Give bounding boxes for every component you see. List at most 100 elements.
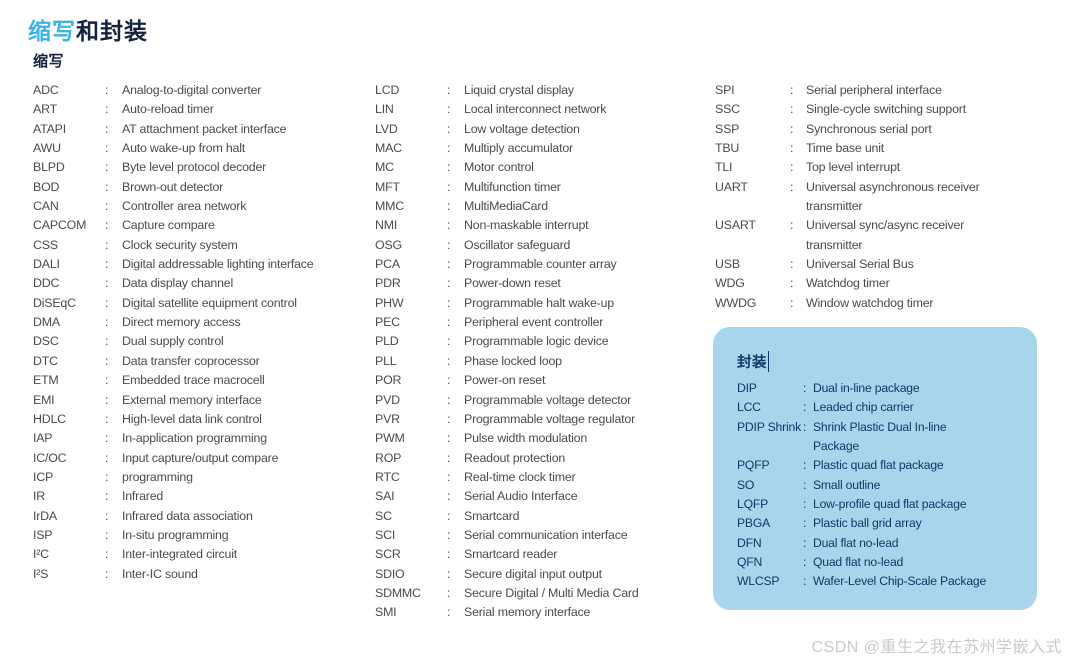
separator-colon: : [790, 179, 794, 194]
packages-panel: 封装 DIP: Dual in-line package LCC: Leaded ch… [713, 327, 1037, 610]
separator-colon: : [447, 257, 451, 272]
separator-colon: : [803, 497, 807, 512]
separator-colon: : [447, 411, 451, 426]
abbreviation-row: BOD: Brown-out detector [33, 178, 363, 197]
package-row: PDIP Shrink: Shrink Plastic Dual In-line … [737, 418, 1021, 457]
abbr-definition: Window watchdog timer [806, 295, 934, 310]
abbr-definition: Serial peripheral interface [806, 83, 942, 97]
separator-colon: : [105, 83, 109, 97]
abbr-term: LQFP [737, 497, 769, 512]
abbreviation-row: USB: Universal Serial Bus [715, 255, 1020, 274]
abbr-term: WLCSP [737, 574, 780, 589]
abbreviation-row: TLI: Top level interrupt [715, 158, 1020, 177]
packages-heading: 封装 [737, 351, 769, 372]
abbr-definition: Clock security system [122, 237, 238, 252]
abbr-term: MMC [375, 199, 404, 214]
abbreviation-row: EMI: External memory interface [33, 391, 363, 410]
abbr-term: IC/OC [33, 450, 67, 465]
abbr-definition: Real-time clock timer [464, 469, 576, 484]
abbreviation-row: OSG: Oscillator safeguard [375, 236, 693, 255]
separator-colon: : [447, 353, 451, 368]
abbr-term: I²S [33, 566, 49, 581]
abbr-term: PDIP Shrink [737, 419, 801, 434]
abbr-term: CAN [33, 199, 59, 214]
separator-colon: : [105, 295, 109, 310]
abbr-definition: Smartcard [464, 508, 520, 523]
abbr-term: MAC [375, 141, 402, 156]
separator-colon: : [447, 605, 451, 620]
abbreviation-row: DDC: Data display channel [33, 274, 363, 293]
abbreviation-row: MAC: Multiply accumulator [375, 139, 693, 158]
abbr-definition: Inter-integrated circuit [122, 547, 238, 562]
abbr-term: ART [33, 102, 57, 117]
separator-colon: : [105, 450, 109, 465]
abbr-definition: Digital satellite equipment control [122, 295, 297, 310]
abbr-term: LCC [737, 400, 761, 415]
abbreviation-row: SCR: Smartcard reader [375, 545, 693, 564]
abbr-definition: In-situ programming [122, 527, 229, 542]
abbreviation-row: POR: Power-on reset [375, 371, 693, 390]
abbr-definition: Low voltage detection [464, 121, 580, 136]
abbr-term: SDIO [375, 566, 405, 581]
abbr-term: TBU [715, 141, 740, 156]
abbreviation-row: MMC: MultiMediaCard [375, 197, 693, 216]
abbr-term: CSS [33, 237, 58, 252]
abbr-definition: Non-maskable interrupt [464, 218, 589, 233]
abbr-term: PVR [375, 411, 400, 426]
abbr-definition: Motor control [464, 160, 534, 175]
abbr-definition: Infrared data association [122, 508, 253, 523]
abbr-definition: Shrink Plastic Dual In-line Package [813, 419, 947, 454]
abbr-definition: Embedded trace macrocell [122, 373, 265, 388]
abbr-term: PCA [375, 257, 400, 272]
abbreviation-row: IC/OC: Input capture/output compare [33, 449, 363, 468]
separator-colon: : [105, 334, 109, 349]
abbr-definition: Phase locked loop [464, 353, 562, 368]
abbr-definition: Small outline [813, 477, 881, 492]
abbr-term: ICP [33, 469, 54, 484]
abbr-term: PEC [375, 315, 400, 330]
separator-colon: : [803, 477, 807, 492]
separator-colon: : [447, 392, 451, 407]
abbr-definition: Leaded chip carrier [813, 400, 914, 415]
package-row: DIP: Dual in-line package [737, 379, 1021, 398]
abbr-definition: Oscillator safeguard [464, 237, 571, 252]
separator-colon: : [105, 276, 109, 291]
abbr-term: SSC [715, 102, 740, 117]
abbr-term: PLL [375, 353, 397, 368]
abbr-term: DDC [33, 276, 60, 291]
abbr-term: IrDA [33, 508, 57, 523]
abbr-definition: Infrared [122, 489, 164, 504]
abbr-term: PLD [375, 334, 399, 349]
abbr-definition: Programmable voltage regulator [464, 411, 636, 426]
abbr-term: BOD [33, 179, 60, 194]
abbr-term: PDR [375, 276, 401, 291]
abbr-term: RTC [375, 469, 400, 484]
abbreviation-row: SSC: Single-cycle switching support [715, 100, 1020, 119]
separator-colon: : [105, 392, 109, 407]
separator-colon: : [447, 450, 451, 465]
separator-colon: : [105, 527, 109, 542]
separator-colon: : [803, 458, 807, 473]
abbreviation-row: SAI: Serial Audio Interface [375, 487, 693, 506]
abbreviations-heading: 缩写 [33, 53, 65, 70]
abbreviation-row: SCI: Serial communication interface [375, 526, 693, 545]
abbr-definition: Auto-reload timer [122, 102, 214, 117]
abbr-definition: Byte level protocol decoder [122, 160, 267, 175]
abbreviation-row: MFT: Multifunction timer [375, 178, 693, 197]
separator-colon: : [447, 469, 451, 484]
abbr-definition: Data display channel [122, 276, 234, 291]
abbr-term: ISP [33, 527, 53, 542]
abbr-term: DiSEqC [33, 295, 76, 310]
separator-colon: : [105, 489, 109, 504]
abbr-term: QFN [737, 555, 763, 570]
abbr-term: AWU [33, 141, 61, 156]
abbreviation-row: IrDA: Infrared data association [33, 507, 363, 526]
abbreviation-row: USART: Universal sync/async receiver tran… [715, 216, 1020, 255]
abbr-term: USART [715, 218, 756, 233]
abbreviation-row: CAPCOM: Capture compare [33, 216, 363, 235]
abbr-definition: Programmable counter array [464, 257, 617, 272]
abbr-term: DSC [33, 334, 59, 349]
abbr-term: ETM [33, 373, 59, 388]
abbr-term: PBGA [737, 516, 771, 531]
separator-colon: : [447, 102, 451, 117]
